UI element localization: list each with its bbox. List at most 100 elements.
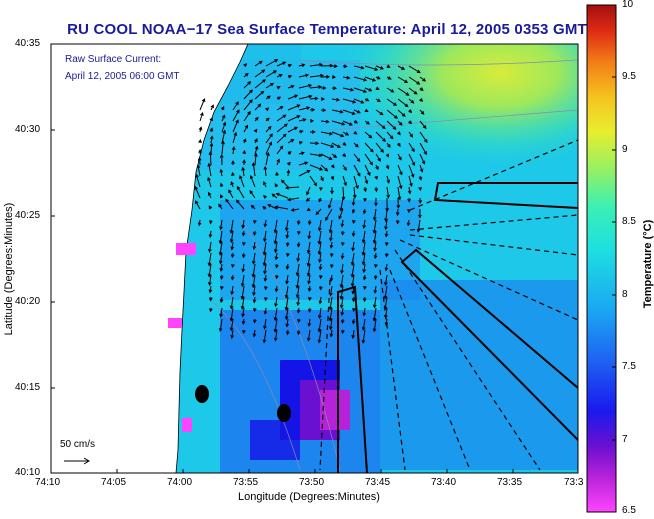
current-vector (351, 263, 355, 277)
current-vector (342, 98, 356, 103)
current-vector (264, 263, 267, 274)
current-vector-head (386, 194, 391, 199)
current-vector-head (332, 75, 337, 79)
current-vector (419, 142, 427, 155)
current-vector (274, 318, 278, 332)
current-vector-head (198, 126, 203, 131)
colorbar-tick-label: 7.5 (622, 361, 636, 372)
current-vector (374, 285, 377, 293)
current-vector-head (373, 289, 378, 294)
current-vector-head (363, 286, 367, 291)
current-vector-head (317, 315, 322, 320)
current-vector-head (386, 64, 391, 68)
current-vector (373, 296, 377, 308)
current-vector-head (351, 111, 356, 116)
current-vector-head (394, 115, 398, 119)
current-vector (307, 252, 311, 266)
current-vector (397, 76, 408, 83)
current-vector (243, 81, 251, 89)
current-vector-head (247, 110, 251, 115)
current-vector (276, 123, 288, 133)
current-vector-head (209, 117, 213, 122)
current-vector-head (287, 151, 292, 155)
current-vector-head (318, 198, 322, 203)
current-vector (385, 208, 388, 222)
current-vector-head (231, 171, 235, 176)
current-vector (364, 65, 378, 71)
current-vector-head (296, 302, 300, 307)
colorbar-tick-label: 8 (622, 289, 628, 300)
current-vector (231, 241, 234, 250)
current-vector (386, 120, 397, 130)
current-vector-head (362, 312, 367, 317)
current-vector-head (352, 194, 357, 199)
current-vector (386, 109, 398, 119)
current-vector (307, 241, 311, 254)
land-mass (51, 44, 248, 473)
current-vector (195, 174, 201, 188)
current-vector-head (314, 96, 319, 101)
current-vector (243, 111, 251, 122)
colorbar-tick-label: 6.5 (622, 505, 636, 516)
current-vector (397, 164, 403, 175)
current-vector-head (340, 312, 345, 316)
colorbar (586, 4, 617, 513)
colorbar-title: Temperature (°C) (642, 219, 654, 309)
current-vector-head (229, 305, 234, 310)
colorbar-tick-label: 9.5 (622, 71, 636, 82)
current-vector (364, 164, 371, 176)
current-vector (363, 307, 366, 316)
current-vector-head (219, 153, 224, 158)
current-vector-head (254, 116, 259, 121)
current-vector-head (296, 221, 301, 226)
current-vector (230, 318, 234, 331)
current-vector-head (422, 125, 427, 130)
current-vector-head (324, 167, 329, 172)
current-vector (287, 139, 294, 144)
current-vector (353, 65, 364, 69)
current-vector-head (276, 158, 280, 163)
current-vector-head (384, 226, 388, 231)
current-vector (362, 318, 366, 331)
current-vector-head (200, 112, 204, 117)
current-vector (408, 186, 411, 194)
current-vector-head (318, 85, 323, 89)
current-vector-head (389, 135, 394, 140)
current-vector-head (301, 63, 306, 68)
current-vector-head (361, 251, 366, 256)
current-vector (274, 230, 278, 244)
current-vector (306, 186, 311, 195)
current-vector-head (296, 115, 301, 119)
current-vector (263, 241, 267, 255)
current-vector-head (328, 229, 333, 234)
current-vector (236, 186, 245, 199)
current-vector-head (340, 255, 345, 260)
current-vector (264, 318, 267, 329)
colorbar-tick-label: 7 (622, 434, 628, 445)
current-vector-head (242, 242, 246, 247)
current-vector-head (419, 98, 424, 102)
current-vector-head (386, 179, 390, 184)
current-vector-head (419, 87, 424, 91)
current-vector-head (419, 168, 424, 173)
current-vector-head (379, 111, 384, 116)
current-vector-head (416, 228, 421, 233)
current-vector-head (290, 139, 295, 143)
current-vector (340, 296, 344, 308)
current-vector-head (372, 304, 377, 309)
current-vector-head (372, 217, 377, 222)
current-vector-head (201, 98, 206, 103)
current-vector (194, 186, 201, 199)
current-vector-head (351, 232, 356, 238)
current-vector (319, 296, 322, 304)
current-vector-head (286, 253, 290, 257)
current-vector-head (242, 159, 246, 164)
current-vector-head (357, 172, 361, 177)
current-vector (330, 318, 333, 330)
current-vector-head (207, 176, 211, 181)
current-vector (287, 126, 298, 133)
current-vector (375, 142, 384, 153)
current-vector-head (220, 286, 224, 291)
current-vector-head (332, 86, 337, 91)
